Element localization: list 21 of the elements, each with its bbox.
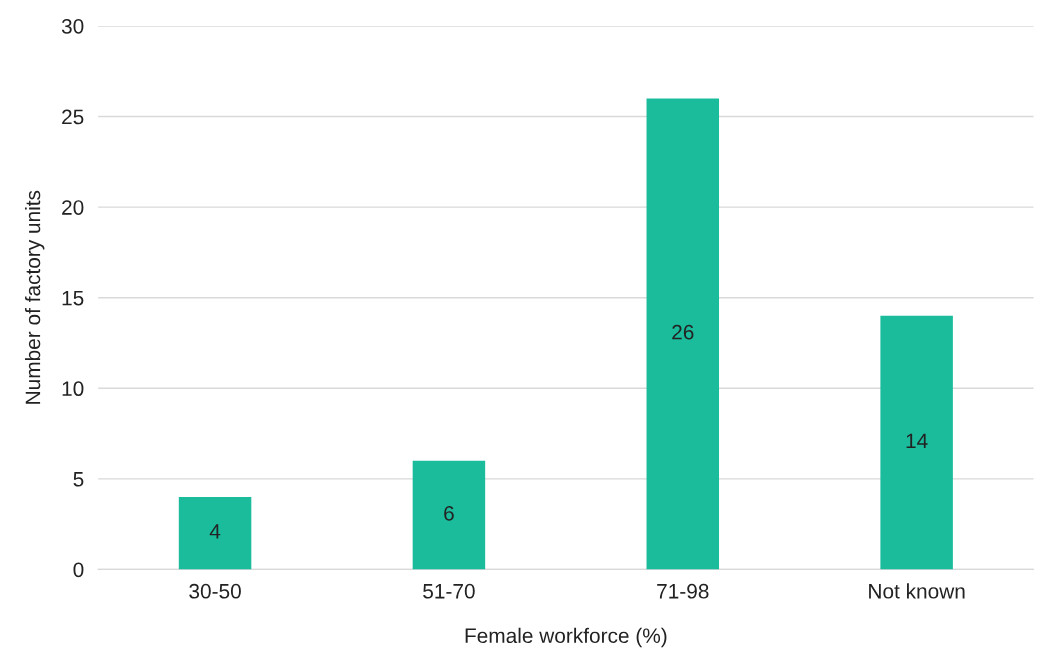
- data-label: 26: [672, 324, 694, 340]
- bar: [178, 496, 252, 570]
- y-tick-label: 30: [61, 18, 84, 34]
- y-tick-label: 10: [62, 381, 84, 397]
- x-tick-label: 71-98: [657, 583, 709, 599]
- x-tick-label: 51-70: [423, 583, 475, 599]
- y-tick-label: 20: [62, 200, 84, 215]
- y-axis-title: Number of factory units: [24, 190, 45, 404]
- data-label: 14: [906, 433, 928, 449]
- bar: [412, 460, 486, 570]
- data-label: 4: [209, 524, 221, 539]
- x-axis-title: Female workforce (%): [465, 627, 667, 648]
- data-label: 6: [444, 505, 454, 521]
- bar: [880, 315, 953, 570]
- y-tick-label: 25: [62, 109, 84, 125]
- y-tick-label: 15: [62, 290, 84, 306]
- y-tick-label: 0: [73, 562, 84, 578]
- x-tick-label: 30-50: [189, 583, 241, 599]
- bar: [646, 98, 720, 570]
- x-tick-label: Not known: [869, 583, 965, 599]
- y-tick-label: 5: [73, 472, 84, 487]
